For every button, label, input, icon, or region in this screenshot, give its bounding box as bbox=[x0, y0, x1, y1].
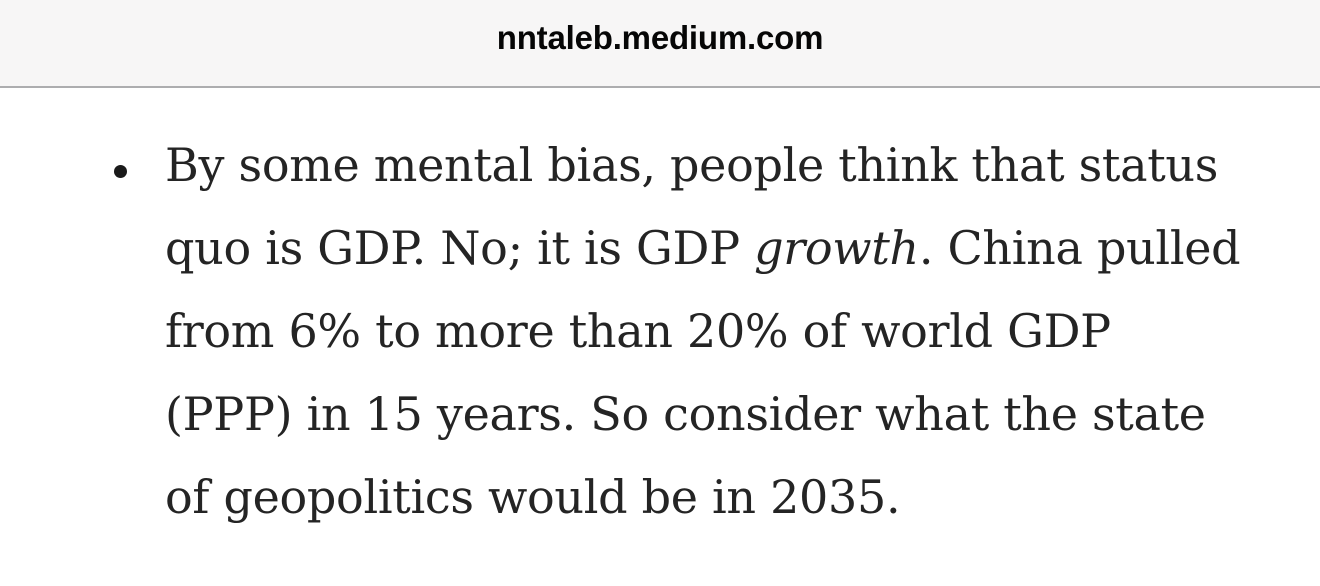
text-line: of geopolitics would be in 2035. bbox=[165, 456, 1260, 539]
bullet-text: By some mental bias, people think that s… bbox=[165, 124, 1260, 539]
text-line: (PPP) in 15 years. So consider what the … bbox=[165, 373, 1260, 456]
text-segment: from 6% to more than 20% of world GDP bbox=[165, 304, 1111, 358]
text-segment: By some mental bias, people think that s… bbox=[165, 138, 1219, 192]
text-line: from 6% to more than 20% of world GDP bbox=[165, 290, 1260, 373]
list-item: By some mental bias, people think that s… bbox=[114, 124, 1260, 539]
bullet-icon bbox=[114, 165, 127, 178]
browser-url-bar[interactable]: nntaleb.medium.com bbox=[0, 0, 1320, 88]
text-segment: of geopolitics would be in 2035. bbox=[165, 470, 901, 524]
text-segment: . China pulled bbox=[918, 221, 1241, 275]
url-domain-text: nntaleb.medium.com bbox=[496, 19, 824, 56]
text-line: By some mental bias, people think that s… bbox=[165, 124, 1260, 207]
text-segment: quo is GDP. No; it is GDP bbox=[165, 221, 755, 275]
article-content: By some mental bias, people think that s… bbox=[0, 88, 1320, 539]
emphasized-text: growth bbox=[754, 221, 919, 275]
text-segment: (PPP) in 15 years. So consider what the … bbox=[165, 387, 1206, 441]
text-line: quo is GDP. No; it is GDP growth. China … bbox=[165, 207, 1260, 290]
